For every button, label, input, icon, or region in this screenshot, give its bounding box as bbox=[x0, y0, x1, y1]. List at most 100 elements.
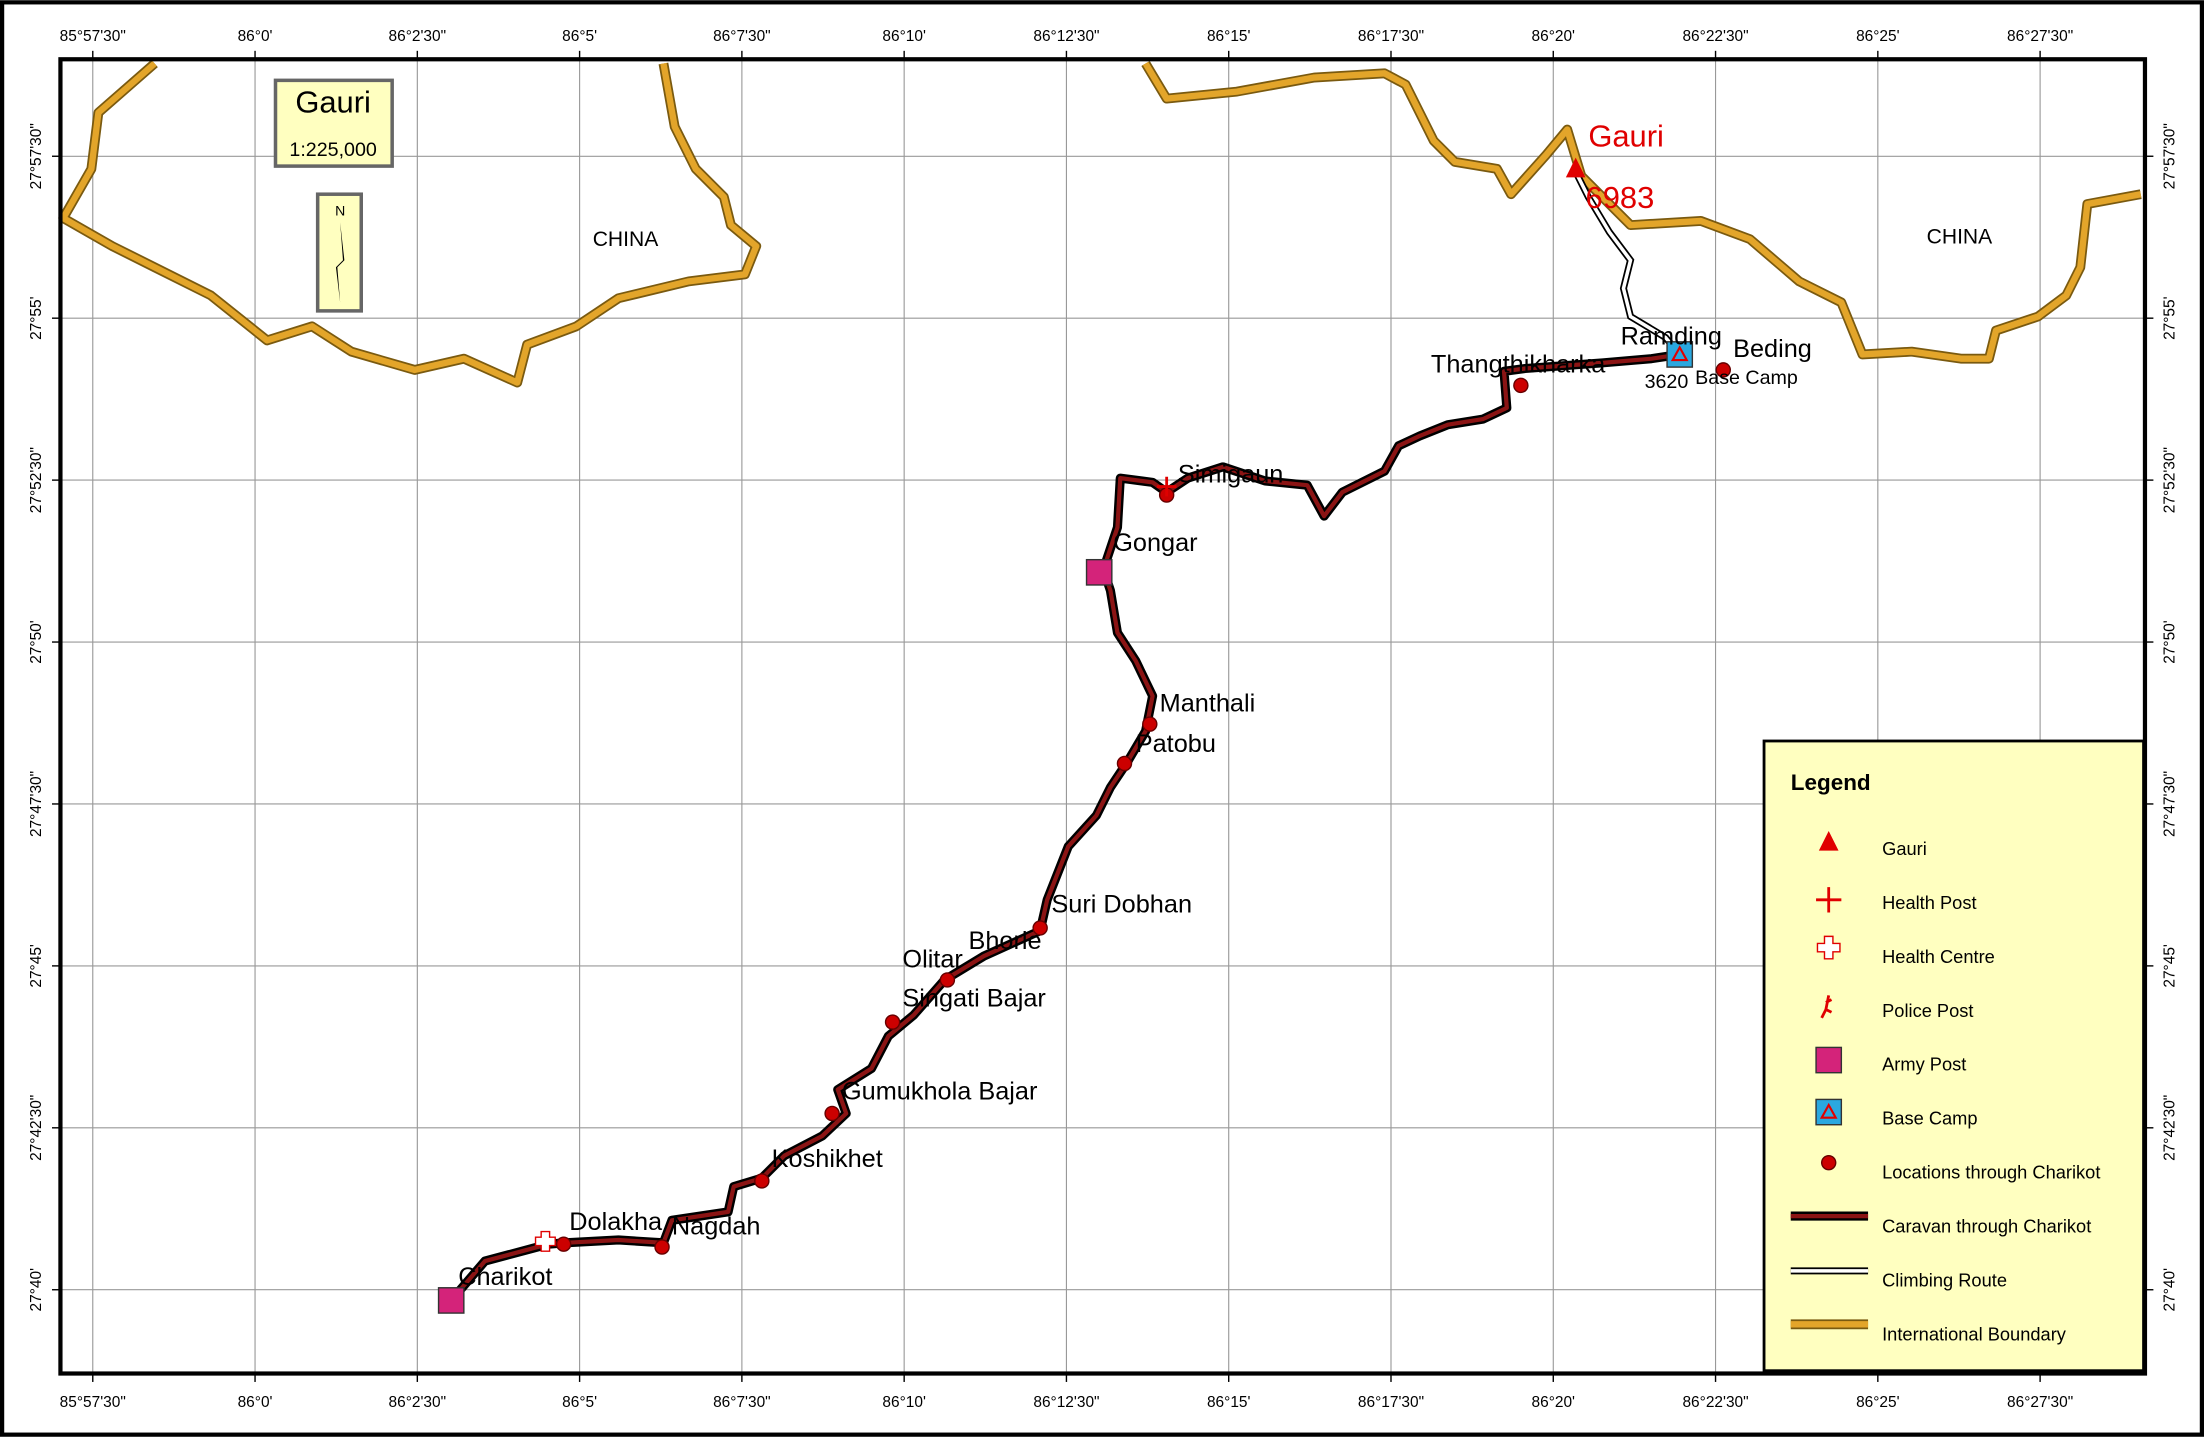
place-label: Koshikhet bbox=[772, 1145, 883, 1173]
international-boundary bbox=[58, 59, 2142, 388]
longitude-label: 86°22'30" bbox=[1682, 28, 1748, 45]
legend: Legend Gauri Health Post Health Centre Poli… bbox=[1762, 739, 2145, 1373]
army-post-marker bbox=[1085, 558, 1113, 586]
caravan-line bbox=[449, 352, 1681, 1302]
location-dot bbox=[939, 972, 956, 988]
longitude-label: 86°20' bbox=[1532, 28, 1576, 45]
place-label: Bhorle bbox=[968, 927, 1041, 955]
health-post-marker bbox=[1156, 476, 1177, 497]
longitude-label: 86°15' bbox=[1207, 1394, 1251, 1411]
longitude-label: 85°57'30" bbox=[60, 1394, 126, 1411]
latitude-label: 27°52'30" bbox=[28, 447, 45, 513]
latitude-label: 27°55' bbox=[28, 296, 45, 340]
latitude-label: 27°47'30" bbox=[2161, 771, 2178, 837]
region-label: CHINA bbox=[593, 228, 660, 251]
boundary-line bbox=[1142, 61, 2142, 362]
latitude-label: 27°52'30" bbox=[2161, 447, 2178, 513]
legend-label: Army Post bbox=[1882, 1054, 1966, 1075]
place-label: Beding bbox=[1733, 335, 1812, 363]
climbing-line bbox=[1572, 168, 1682, 356]
place-label: Ramding bbox=[1621, 323, 1722, 351]
longitude-label: 86°2'30" bbox=[389, 28, 447, 45]
place-label: Simigaun bbox=[1178, 460, 1283, 488]
legend-label: International Boundary bbox=[1882, 1324, 2067, 1345]
peak-elevation: 6983 bbox=[1586, 180, 1655, 215]
latitude-label: 27°40' bbox=[28, 1268, 45, 1312]
boundary-line bbox=[60, 61, 760, 386]
caravan-route bbox=[447, 349, 1681, 1304]
latitude-label: 27°55' bbox=[2161, 296, 2178, 340]
longitude-label: 86°7'30" bbox=[713, 28, 771, 45]
place-label: Patobu bbox=[1136, 730, 1216, 758]
base-camp-elevation: 3620 bbox=[1645, 371, 1689, 393]
latitude-label: 27°45' bbox=[2161, 944, 2178, 988]
place-label: Olitar bbox=[902, 945, 962, 973]
place-label: Thangthikharka bbox=[1431, 351, 1606, 379]
longitude-label: 86°27'30" bbox=[2007, 28, 2073, 45]
climbing-route bbox=[1571, 167, 1683, 357]
latitude-label: 27°45' bbox=[28, 944, 45, 988]
north-label: N bbox=[335, 202, 345, 218]
place-labels: Thangthikharka Ramding Beding Base Camp Simi… bbox=[458, 118, 1993, 1291]
longitude-label: 86°10' bbox=[882, 1394, 926, 1411]
place-label: Gumukhola Bajar bbox=[842, 1077, 1037, 1105]
longitude-label: 86°15' bbox=[1207, 28, 1251, 45]
longitude-label: 86°7'30" bbox=[713, 1394, 771, 1411]
place-label: Manthali bbox=[1160, 689, 1256, 717]
title-frame bbox=[273, 78, 394, 168]
longitude-label: 86°5' bbox=[562, 1394, 597, 1411]
longitude-label: 86°12'30" bbox=[1033, 28, 1099, 45]
place-label: Gongar bbox=[1113, 529, 1197, 557]
location-dot bbox=[1513, 377, 1529, 394]
latitude-label: 27°50' bbox=[2161, 620, 2178, 664]
map-frame bbox=[58, 57, 2148, 1376]
latitude-label: 27°40' bbox=[2161, 1268, 2178, 1312]
location-markers bbox=[555, 362, 1732, 1255]
legend-label: Health Post bbox=[1882, 892, 1976, 913]
longitude-label: 86°12'30" bbox=[1033, 1394, 1099, 1411]
longitude-label: 86°25' bbox=[1856, 28, 1900, 45]
peak-name: Gauri bbox=[1588, 118, 1664, 153]
legend-title: Legend bbox=[1791, 770, 1871, 795]
legend-symbol bbox=[1815, 1046, 1843, 1074]
location-dot bbox=[824, 1105, 840, 1122]
place-label: Base Camp bbox=[1695, 367, 1798, 389]
longitude-label: 86°10' bbox=[882, 28, 926, 45]
legend-label: Gauri bbox=[1882, 838, 1927, 859]
region-label: CHINA bbox=[1927, 225, 1994, 248]
latitude-label: 27°42'30" bbox=[2161, 1095, 2178, 1161]
longitude-label: 86°0' bbox=[238, 1394, 273, 1411]
location-dot bbox=[1032, 920, 1048, 936]
base-camp-icon bbox=[1670, 345, 1689, 362]
latitude-label: 27°42'30" bbox=[28, 1095, 45, 1161]
longitude-label: 86°17'30" bbox=[1358, 1394, 1424, 1411]
legend-symbol bbox=[1820, 995, 1833, 1019]
latitude-label: 27°57'30" bbox=[2161, 123, 2178, 189]
point-symbols bbox=[437, 157, 1694, 1314]
latitude-label: 27°57'30" bbox=[28, 123, 45, 189]
legend-label: Climbing Route bbox=[1882, 1270, 2007, 1291]
legend-symbol bbox=[1816, 887, 1842, 913]
north-frame bbox=[315, 192, 363, 313]
peak-marker bbox=[1565, 157, 1586, 178]
place-label: Dolakha bbox=[569, 1208, 663, 1236]
location-dot bbox=[884, 1014, 901, 1030]
location-dot bbox=[654, 1239, 670, 1255]
location-dot bbox=[1142, 716, 1158, 732]
place-label: Singati Bajar bbox=[902, 985, 1045, 1013]
location-dot bbox=[1116, 755, 1133, 772]
place-label: Suri Dobhan bbox=[1051, 890, 1192, 918]
location-dot bbox=[1715, 362, 1732, 378]
longitude-label: 86°20' bbox=[1532, 1394, 1576, 1411]
longitude-label: 86°2'30" bbox=[389, 1394, 447, 1411]
legend-label: Health Centre bbox=[1882, 946, 1995, 967]
army-post-marker bbox=[437, 1287, 465, 1314]
location-dot bbox=[555, 1236, 572, 1252]
longitude-label: 86°27'30" bbox=[2007, 1394, 2073, 1411]
north-arrow bbox=[335, 222, 345, 303]
title-box: Gauri 1:225,000 N bbox=[273, 78, 394, 313]
longitude-label: 86°17'30" bbox=[1358, 28, 1424, 45]
legend-label: Locations through Charikot bbox=[1882, 1162, 2100, 1183]
latitude-label: 27°47'30" bbox=[28, 771, 45, 837]
